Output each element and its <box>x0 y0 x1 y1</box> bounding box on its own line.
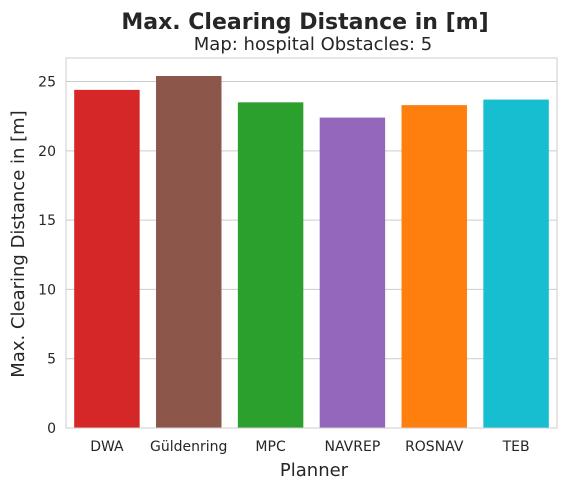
chart-subtitle: Map: hospital Obstacles: 5 <box>194 34 432 55</box>
x-tick-label: MPC <box>255 439 286 455</box>
y-tick-label: 25 <box>38 75 56 91</box>
x-tick-label: TEB <box>502 439 530 455</box>
bar-dwa <box>74 89 140 429</box>
x-axis-label: Planner <box>280 460 349 481</box>
y-tick-label: 0 <box>47 421 56 437</box>
plot-frame <box>65 57 558 429</box>
bar-g-ldenring <box>156 76 222 428</box>
bar-mpc <box>237 102 304 428</box>
chart-title: Max. Clearing Distance in [m] <box>121 10 488 35</box>
y-tick-label: 15 <box>38 213 56 229</box>
bar-rosnav <box>401 105 467 429</box>
bar-navrep <box>319 117 386 428</box>
y-tick-label: 10 <box>38 282 56 298</box>
y-tick-label: 5 <box>47 352 56 368</box>
bar-teb <box>483 99 549 429</box>
y-tick-labels: 0 5 10 15 20 25 <box>38 75 56 437</box>
bars <box>74 76 549 429</box>
x-tick-label: NAVREP <box>325 439 381 455</box>
y-tick-label: 20 <box>38 144 56 160</box>
y-axis-label: Max. Clearing Distance in [m] <box>8 110 29 377</box>
x-tick-label: Güldenring <box>150 439 227 455</box>
x-tick-labels: DWA Güldenring MPC NAVREP ROSNAV TEB <box>90 439 529 455</box>
x-tick-label: ROSNAV <box>405 439 464 455</box>
x-tick-label: DWA <box>90 439 124 455</box>
